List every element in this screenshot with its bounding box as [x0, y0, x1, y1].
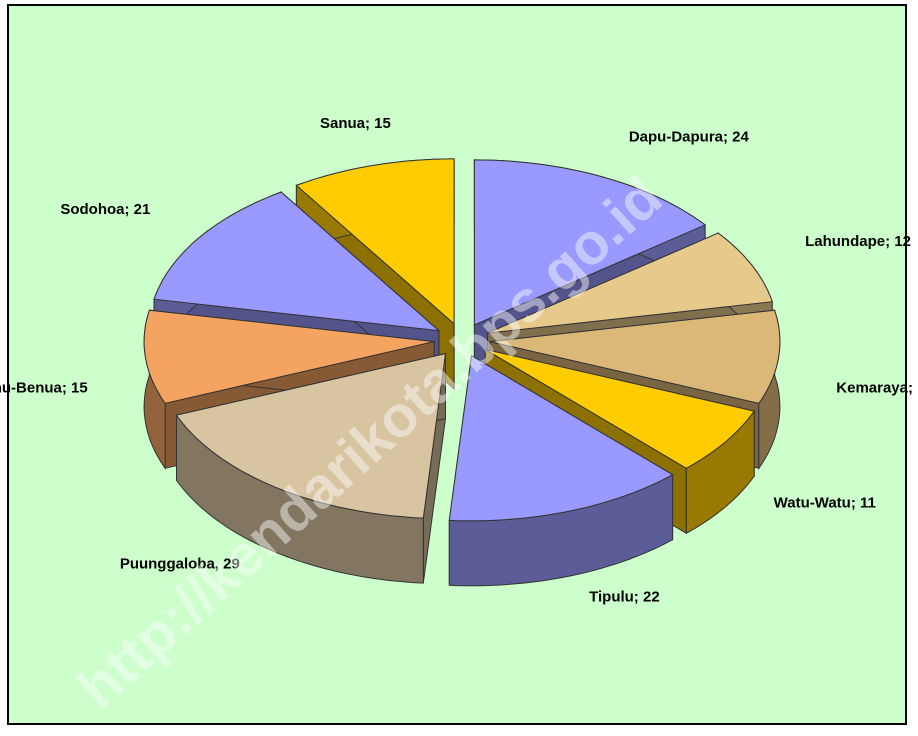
- pie: [143, 158, 781, 587]
- slice: [295, 158, 455, 326]
- data-label: Puunggaloba, 29: [120, 555, 240, 572]
- slice: [487, 232, 773, 334]
- data-label: Watu-Watu; 11: [774, 494, 876, 511]
- slice: [175, 352, 447, 519]
- data-label: Tipulu; 22: [589, 589, 660, 606]
- slice: [489, 309, 781, 404]
- slice: [484, 348, 756, 469]
- slice: [473, 159, 707, 326]
- slice: [143, 309, 435, 404]
- slice: [153, 191, 441, 332]
- data-label: Sodohoa; 21: [60, 201, 150, 218]
- slice: [448, 354, 674, 522]
- data-label: Kemaraya; 15: [836, 380, 918, 397]
- data-label: Dapu-Dapura; 24: [629, 128, 750, 145]
- data-label: Sanua; 15: [320, 115, 391, 132]
- data-label: Lahundape; 12: [805, 233, 911, 250]
- data-label: Benu-Benua; 15: [0, 380, 88, 397]
- labels: Sanua; 15 Dapu-Dapura; 24 Sodohoa; 21 Lahun…: [0, 115, 918, 606]
